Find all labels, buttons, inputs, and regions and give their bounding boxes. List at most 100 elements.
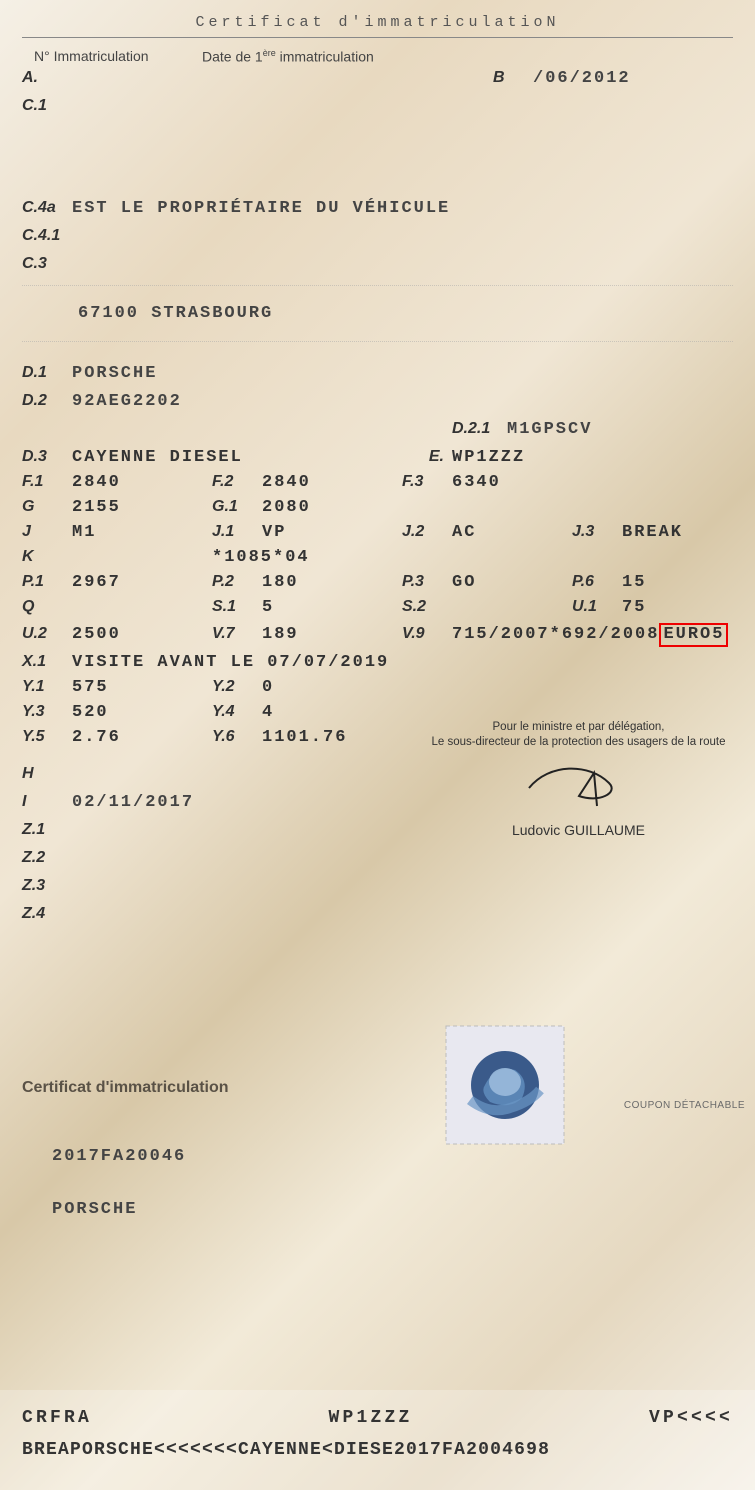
field-Y3-label: Y.3 (22, 703, 72, 721)
field-P6-value: 15 (622, 573, 712, 592)
field-Y6-label: Y.6 (212, 728, 262, 746)
field-G-label: G (22, 498, 72, 516)
field-J1-value: VP (262, 523, 402, 542)
signature-block: Pour le ministre et par délégation, Le s… (426, 720, 731, 838)
field-P2-value: 180 (262, 573, 402, 592)
num-immat-label: N° Immatriculation (22, 48, 202, 65)
mrz-line1-c: VP<<<< (649, 1408, 733, 1428)
field-Z3-label: Z.3 (22, 877, 72, 895)
field-S1-label: S.1 (212, 598, 262, 616)
mrz-line1-a: CRFRA (22, 1408, 92, 1428)
field-P3-value: GO (452, 573, 572, 592)
field-U1-label: U.1 (572, 598, 622, 616)
field-I-value: 02/11/2017 (72, 793, 194, 812)
field-U2-label: U.2 (22, 625, 72, 643)
divider (22, 37, 733, 38)
signature-icon (519, 758, 639, 813)
field-Y1-value: 575 (72, 678, 212, 697)
field-G1-value: 2080 (262, 498, 712, 517)
field-S1-value: 5 (262, 598, 402, 617)
signature-line1: Pour le ministre et par délégation, (426, 720, 731, 735)
field-E-label: E. (402, 448, 452, 466)
field-Y5-value: 2.76 (72, 728, 212, 747)
field-C41-label: C.4.1 (22, 227, 72, 245)
field-F3-label: F.3 (402, 473, 452, 491)
field-P1-label: P.1 (22, 573, 72, 591)
field-P2-label: P.2 (212, 573, 262, 591)
field-B-value: /06/2012 (533, 69, 733, 88)
signature-name: Ludovic GUILLAUME (426, 822, 731, 838)
field-V7-label: V.7 (212, 625, 262, 643)
date-label-sup: ère (263, 48, 276, 58)
field-Y5-label: Y.5 (22, 728, 72, 746)
field-C1-label: C.1 (22, 97, 72, 115)
field-P3-label: P.3 (402, 573, 452, 591)
field-V9-label: V.9 (402, 625, 452, 643)
field-F1-value: 2840 (72, 473, 212, 492)
field-F2-label: F.2 (212, 473, 262, 491)
field-C3-label: C.3 (22, 255, 72, 273)
fields-grid: D.3 CAYENNE DIESEL E. WP1ZZZ F.1 2840 F.… (22, 448, 733, 747)
field-Y3-value: 520 (72, 703, 212, 722)
date-label-pre: Date de 1 (202, 49, 263, 65)
field-A-label: A. (22, 69, 72, 87)
field-Y1-label: Y.1 (22, 678, 72, 696)
field-G-value: 2155 (72, 498, 212, 517)
mrz-line2: BREAPORSCHE<<<<<<<CAYENNE<DIESE2017FA200… (22, 1440, 733, 1460)
field-J2-label: J.2 (402, 523, 452, 541)
field-D2-value: 92AEG2202 (72, 392, 182, 411)
field-K-value: *1085*04 (212, 548, 712, 567)
field-G1-label: G.1 (212, 498, 262, 516)
stub-ref: 2017FA20046 (52, 1147, 733, 1166)
field-C4a-label: C.4a (22, 199, 72, 217)
field-D1-label: D.1 (22, 364, 72, 382)
field-X1-label: X.1 (22, 653, 72, 671)
field-C4a-value: EST LE PROPRIÉTAIRE DU VÉHICULE (72, 199, 450, 218)
field-U1-value: 75 (622, 598, 712, 617)
field-Y2-value: 0 (262, 678, 712, 697)
field-Z4-label: Z.4 (22, 905, 72, 923)
stub-make: PORSCHE (52, 1200, 733, 1219)
field-H-label: H (22, 765, 72, 783)
field-V9-highlight: EURO5 (659, 623, 728, 647)
stamp-icon (440, 1020, 570, 1150)
field-D21-value: M1GPSCV (507, 420, 592, 439)
field-J1-label: J.1 (212, 523, 262, 541)
field-Q-label: Q (22, 598, 72, 616)
field-X1-value: VISITE AVANT LE 07/07/2019 (72, 653, 712, 672)
field-D2-label: D.2 (22, 392, 72, 410)
field-Y2-label: Y.2 (212, 678, 262, 696)
stub-title: Certificat d'immatriculation (22, 1079, 733, 1097)
coupon-label: COUPON DÉTACHABLE (624, 1100, 745, 1111)
field-F1-label: F.1 (22, 473, 72, 491)
field-D21-label: D.2.1 (452, 420, 507, 438)
field-D1-value: PORSCHE (72, 364, 157, 383)
field-V9-value: 715/2007*692/2008EURO5 (452, 623, 712, 647)
mrz-block: CRFRA WP1ZZZ VP<<<< BREAPORSCHE<<<<<<<CA… (0, 1390, 755, 1490)
date-label-post: immatriculation (276, 49, 374, 65)
date-immat-label: Date de 1ère immatriculation (202, 48, 374, 65)
field-Z2-label: Z.2 (22, 849, 72, 867)
field-I-label: I (22, 793, 72, 811)
field-J-value: M1 (72, 523, 212, 542)
field-V9-pre: 715/2007*692/2008 (452, 625, 659, 644)
city-value: 67100 STRASBOURG (78, 304, 273, 323)
field-K-label: K (22, 548, 72, 566)
field-D3-label: D.3 (22, 448, 72, 466)
field-P1-value: 2967 (72, 573, 212, 592)
field-U2-value: 2500 (72, 625, 212, 644)
field-Y4-value: 4 (262, 703, 712, 722)
signature-line2: Le sous-directeur de la protection des u… (426, 735, 731, 750)
field-D3-value: CAYENNE DIESEL (72, 448, 402, 467)
field-V7-value: 189 (262, 625, 402, 644)
field-S2-label: S.2 (402, 598, 452, 616)
field-P6-label: P.6 (572, 573, 622, 591)
field-J3-label: J.3 (572, 523, 622, 541)
mrz-line1-b: WP1ZZZ (328, 1408, 412, 1428)
field-J2-value: AC (452, 523, 572, 542)
field-Y4-label: Y.4 (212, 703, 262, 721)
field-Z1-label: Z.1 (22, 821, 72, 839)
field-J3-value: BREAK (622, 523, 712, 542)
field-E-value: WP1ZZZ (452, 448, 712, 467)
field-B-label: B (493, 69, 533, 87)
